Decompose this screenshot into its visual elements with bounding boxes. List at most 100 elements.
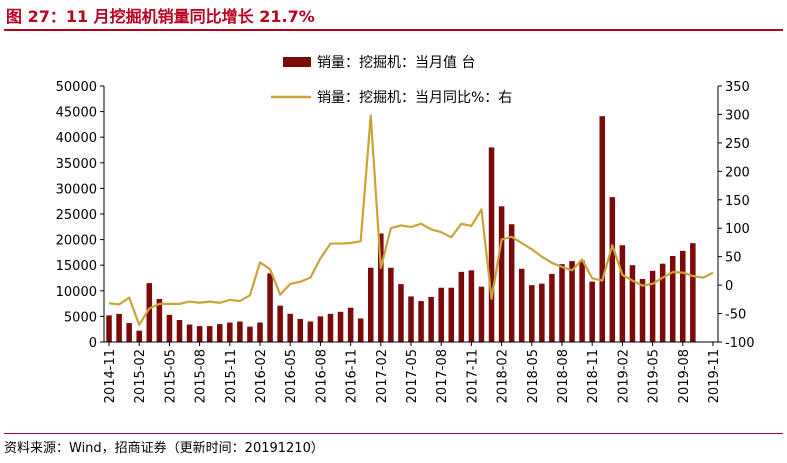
bar-2018-08 <box>559 264 565 342</box>
bar-2017-12 <box>478 286 485 342</box>
right-tick-label: 350 <box>725 80 750 95</box>
combo-chart: 销量：挖掘机：当月值 台 销量：挖掘机：当月同比%：右 0 5000 10000 15… <box>56 55 755 403</box>
bar-2018-09 <box>569 261 575 342</box>
bar-2015-05 <box>166 314 173 342</box>
bar-2017-03 <box>388 267 394 342</box>
legend: 销量：挖掘机：当月值 台 销量：挖掘机：当月同比%：右 <box>271 55 512 106</box>
bar-2015-03 <box>146 283 153 342</box>
x-tick-label: 2019-02 <box>616 349 631 403</box>
bar-2015-11 <box>227 322 233 342</box>
right-tick-label: 100 <box>725 222 750 237</box>
right-tick-label: 150 <box>725 194 750 209</box>
bar-2018-06 <box>539 283 545 342</box>
right-tick-label: -50 <box>725 308 746 323</box>
bar-2019-03 <box>629 265 636 342</box>
figure-title: 图 27：11 月挖掘机销量同比增长 21.7% <box>6 7 315 26</box>
yoy-line <box>108 114 714 327</box>
bar-2016-12 <box>357 318 364 342</box>
bar-2019-04 <box>639 279 646 342</box>
bar-2016-02 <box>257 322 263 342</box>
right-tick-label: 250 <box>725 137 750 152</box>
bar-2018-02 <box>498 206 505 342</box>
bar-2016-05 <box>287 313 293 342</box>
bar-2018-05 <box>529 285 535 342</box>
left-tick-label: 40000 <box>56 131 97 146</box>
bar-2015-12 <box>237 321 243 342</box>
bar-2016-10 <box>337 311 344 342</box>
bar-2018-11 <box>589 281 595 342</box>
bar-2015-07 <box>186 324 193 342</box>
x-tick-label: 2017-02 <box>375 349 390 403</box>
bar-2016-07 <box>307 321 314 342</box>
right-tick-label: 300 <box>725 108 750 123</box>
bar-2015-02 <box>136 330 142 342</box>
bar-2017-02 <box>378 233 384 342</box>
bar-2017-08 <box>438 287 444 342</box>
x-tick-label: 2018-02 <box>496 349 511 403</box>
right-tick-label: 200 <box>725 165 750 180</box>
left-tick-label: 10000 <box>56 285 97 300</box>
x-tick-label: 2015-05 <box>163 349 178 403</box>
right-tick-label: 50 <box>725 251 742 266</box>
bar-2018-07 <box>549 273 555 342</box>
bar-2016-08 <box>317 316 324 342</box>
x-tick-label: 2019-05 <box>647 349 662 403</box>
bar-2016-01 <box>247 326 253 342</box>
bar-2019-06 <box>659 263 666 342</box>
x-tick-label: 2016-11 <box>345 349 360 403</box>
left-tick-label: 0 <box>89 336 97 351</box>
bar-series <box>106 116 696 343</box>
left-tick-label: 30000 <box>56 182 97 197</box>
bar-2018-10 <box>579 260 585 342</box>
bar-2016-11 <box>347 307 354 342</box>
footer-rule <box>4 433 783 434</box>
x-tick-label: 2019-11 <box>707 349 722 403</box>
x-tick-label: 2014-11 <box>103 349 118 403</box>
bar-2017-04 <box>398 284 404 342</box>
bar-2016-04 <box>277 305 283 342</box>
legend-bar-swatch <box>283 57 311 67</box>
left-tick-label: 20000 <box>56 234 97 249</box>
bar-2014-12 <box>116 313 122 342</box>
bar-2017-09 <box>448 287 455 342</box>
bar-2019-08 <box>680 250 686 342</box>
bar-2017-11 <box>468 270 475 342</box>
bar-2016-06 <box>297 318 304 342</box>
bar-2017-07 <box>428 296 434 342</box>
bar-2019-01 <box>609 197 616 342</box>
bar-2016-09 <box>327 313 334 342</box>
left-tick-label: 35000 <box>56 157 97 172</box>
axes: 0 5000 10000 15000 20000 25000 30000 35000 40000… <box>56 80 755 403</box>
right-tick-label: -100 <box>725 336 755 351</box>
left-tick-label: 25000 <box>56 208 97 223</box>
x-tick-label: 2019-08 <box>677 349 692 403</box>
x-tick-label: 2016-08 <box>314 349 329 403</box>
x-tick-label: 2017-05 <box>405 349 420 403</box>
x-tick-label: 2015-02 <box>133 349 148 403</box>
bar-2018-12 <box>599 116 606 343</box>
bar-2017-06 <box>418 301 424 342</box>
bar-2016-03 <box>267 273 273 342</box>
legend-line-label: 销量：挖掘机：当月同比%：右 <box>317 90 512 106</box>
left-tick-label: 5000 <box>64 310 97 325</box>
line-series <box>108 114 714 327</box>
bar-2018-01 <box>488 147 495 342</box>
source-note: 资料来源：Wind，招商证券（更新时间：20191210） <box>4 441 324 456</box>
left-tick-label: 45000 <box>56 106 97 121</box>
x-tick-label: 2018-05 <box>526 349 541 403</box>
x-tick-label: 2016-05 <box>284 349 299 403</box>
x-tick-label: 2018-11 <box>586 349 601 403</box>
x-tick-label: 2018-08 <box>556 349 571 403</box>
title-rule <box>4 29 783 31</box>
x-tick-label: 2017-08 <box>435 349 450 403</box>
bar-2014-11 <box>106 315 112 342</box>
bar-2017-05 <box>408 296 414 342</box>
legend-bar-label: 销量：挖掘机：当月值 台 <box>317 55 475 71</box>
left-tick-label: 50000 <box>56 80 97 95</box>
bar-2015-04 <box>156 298 163 342</box>
right-tick-label: 0 <box>725 279 733 294</box>
bar-2017-10 <box>458 271 465 342</box>
bar-2015-06 <box>176 319 183 342</box>
x-tick-label: 2015-08 <box>194 349 209 403</box>
bar-2015-08 <box>196 326 203 342</box>
